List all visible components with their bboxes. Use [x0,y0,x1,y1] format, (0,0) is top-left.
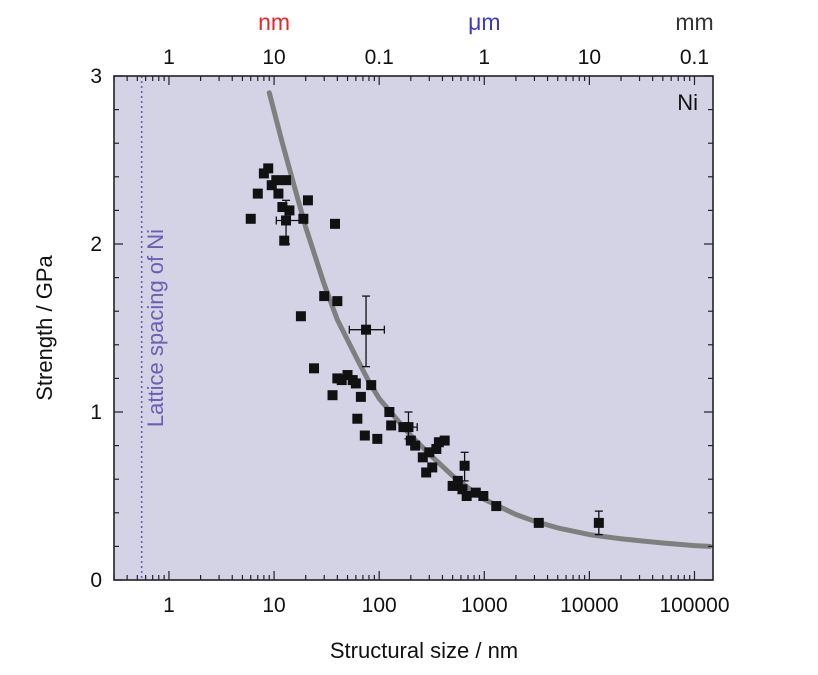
data-point [309,363,320,374]
data-point [342,370,353,381]
data-point [461,491,472,501]
top-unit-label: μm [468,9,500,35]
data-point [384,407,395,417]
data-point [279,235,290,246]
data-point [327,390,338,401]
plot-frame [113,75,714,581]
x-tick-label: 10 [262,594,285,617]
material-label: Ni [677,90,698,115]
y-tick-label: 0 [90,569,102,592]
y-axis-title: Strength / GPa [32,254,57,400]
data-point [421,467,432,478]
data-point [405,435,416,446]
data-point [424,447,435,458]
top-tick-label: 1 [163,46,175,69]
y-tick-label: 1 [90,401,102,424]
data-point [298,213,309,224]
data-point [245,213,256,224]
data-point [295,311,306,322]
data-point [352,413,363,424]
data-point [359,430,370,441]
top-unit-label: mm [675,9,713,35]
data-point-with-error [459,460,470,471]
x-axis-title: Structural size / nm [330,638,518,663]
data-point [332,296,343,307]
data-point [417,452,428,463]
data-point-with-error [281,215,292,226]
data-point [366,380,377,391]
data-point [252,188,263,199]
data-point [302,195,313,206]
data-point [372,433,383,444]
data-point [336,375,347,386]
data-point [271,175,282,186]
plot-area [114,76,713,580]
data-point [491,501,502,512]
data-point [470,487,481,498]
data-point [478,491,489,501]
data-point [319,291,330,302]
data-point [330,218,341,229]
data-point [266,180,277,191]
data-point [350,378,361,389]
x-tick-label: 1000 [461,594,508,617]
data-point [281,175,292,186]
top-tick-label: 1 [478,46,490,69]
data-point [447,480,458,491]
data-point [427,462,438,473]
data-point-with-error [403,422,414,433]
data-point [431,443,442,454]
x-tick-label: 100000 [659,594,729,617]
x-tick-label: 1 [163,594,175,617]
data-point [263,163,274,174]
top-tick-label: 10 [578,46,601,69]
data-point [410,440,421,451]
data-point [439,435,450,446]
data-point [258,168,269,179]
x-tick-label: 10000 [560,594,618,617]
data-point [355,391,366,402]
y-tick-label: 2 [90,233,102,256]
data-point [277,202,288,213]
data-point-with-error [361,324,372,335]
data-point-with-error [593,517,604,528]
top-tick-label: 0.1 [365,46,394,69]
y-tick-label: 3 [90,65,102,88]
data-point [386,420,397,431]
top-unit-label: nm [258,9,290,35]
data-point [533,517,544,528]
top-tick-label: 0.1 [680,46,709,69]
data-point [452,475,463,486]
data-point [457,484,468,495]
data-point [433,437,444,448]
x-tick-label: 100 [362,594,397,617]
data-point [273,188,284,199]
top-tick-label: 10 [262,46,285,69]
lattice-spacing-label: Lattice spacing of Ni [143,229,168,427]
data-point [284,205,295,216]
